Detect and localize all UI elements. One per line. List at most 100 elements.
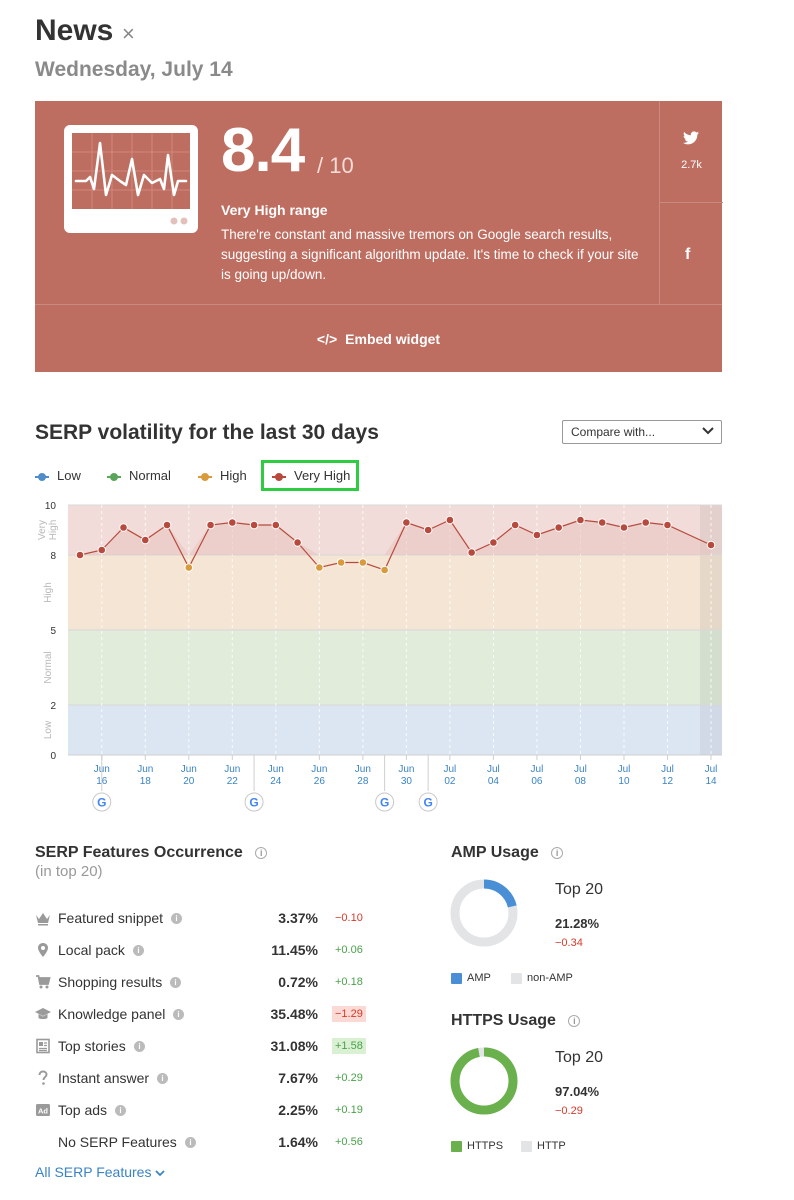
- ad-badge-icon: Ad: [35, 1102, 51, 1118]
- google-update-icon[interactable]: G: [244, 792, 264, 812]
- info-icon[interactable]: i: [134, 1041, 145, 1052]
- data-point[interactable]: [271, 520, 281, 530]
- data-point[interactable]: [293, 538, 302, 547]
- legend-normal[interactable]: Normal: [107, 466, 171, 486]
- legend-dot-high: [198, 472, 212, 481]
- data-point[interactable]: [467, 548, 476, 557]
- data-point[interactable]: [206, 520, 215, 530]
- info-icon[interactable]: i: [173, 1009, 184, 1020]
- compare-with-select[interactable]: Compare with...: [562, 420, 722, 444]
- google-update-icon[interactable]: G: [418, 792, 438, 812]
- x-tick-label-day: 18: [140, 776, 152, 787]
- twitter-share-button[interactable]: 2.7k: [660, 101, 723, 203]
- legend-low[interactable]: Low: [35, 466, 81, 486]
- y-tick-label: 8: [50, 551, 56, 562]
- data-point[interactable]: [576, 515, 585, 525]
- legend-dot-low: [35, 472, 49, 481]
- info-icon[interactable]: i: [115, 1105, 126, 1116]
- svg-text:G: G: [380, 796, 389, 810]
- info-icon[interactable]: i: [157, 1073, 168, 1084]
- feature-delta: +0.18: [335, 976, 363, 988]
- google-update-icon[interactable]: G: [92, 792, 112, 812]
- data-point[interactable]: [663, 520, 672, 530]
- data-point[interactable]: [489, 538, 498, 547]
- data-point[interactable]: [97, 545, 107, 555]
- x-tick-label-day: 22: [227, 776, 239, 787]
- feature-delta: −0.10: [335, 912, 363, 924]
- data-point[interactable]: [75, 550, 85, 560]
- very-high-area: [80, 520, 711, 555]
- info-icon[interactable]: i: [568, 1014, 581, 1027]
- data-point[interactable]: [554, 523, 563, 532]
- feature-delta: +0.29: [335, 1072, 363, 1084]
- x-tick-label-month: Jul: [487, 764, 500, 775]
- feature-delta: +0.56: [335, 1136, 363, 1148]
- band-label: VeryHigh: [37, 520, 59, 541]
- graduation-cap-icon: [35, 1006, 51, 1022]
- data-point[interactable]: [315, 563, 324, 572]
- data-point[interactable]: [423, 525, 433, 535]
- https-donut-chart: [450, 1047, 518, 1115]
- data-point[interactable]: [228, 518, 237, 527]
- info-icon[interactable]: i: [255, 846, 268, 859]
- legend-high[interactable]: High: [198, 466, 247, 486]
- info-icon[interactable]: i: [171, 913, 182, 924]
- legend-label-non-amp: non-AMP: [527, 972, 573, 984]
- data-point[interactable]: [619, 523, 629, 532]
- legend-amp: AMP: [451, 972, 491, 984]
- feature-row: Top stories i 31.08% +1.58: [35, 1036, 375, 1056]
- monitor-icon: [64, 125, 198, 233]
- legend-very-high[interactable]: Very High: [261, 460, 360, 491]
- volatility-score-max: / 10: [317, 153, 354, 178]
- range-description: There're constant and massive tremors on…: [221, 227, 639, 282]
- feature-value: 0.72%: [278, 974, 318, 990]
- data-point[interactable]: [184, 563, 194, 572]
- x-tick-label-day: 06: [531, 776, 543, 787]
- x-tick-label-month: Jul: [661, 764, 674, 775]
- embed-widget-label: Embed widget: [345, 331, 441, 347]
- x-tick-label-day: 10: [618, 776, 630, 787]
- data-point[interactable]: [336, 558, 346, 567]
- data-point[interactable]: [249, 520, 259, 530]
- legend-label-very-high: Very High: [294, 468, 351, 483]
- data-point[interactable]: [358, 558, 368, 567]
- legend-label-low: Low: [57, 468, 81, 483]
- data-point[interactable]: [532, 530, 542, 540]
- facebook-share-button[interactable]: f: [660, 203, 723, 304]
- data-point[interactable]: [706, 540, 716, 550]
- data-point[interactable]: [641, 518, 651, 527]
- info-icon[interactable]: i: [185, 1137, 196, 1148]
- data-point[interactable]: [510, 520, 520, 530]
- x-tick-label-month: Jun: [137, 764, 153, 775]
- feature-name: Featured snippet: [58, 910, 164, 926]
- google-update-icon[interactable]: G: [375, 792, 395, 812]
- data-point[interactable]: [162, 520, 172, 530]
- x-tick-label-day: 08: [575, 776, 587, 787]
- embed-widget-button[interactable]: </> Embed widget: [35, 304, 722, 372]
- https-usage-title: HTTPS Usage i: [451, 1012, 581, 1030]
- data-point[interactable]: [402, 518, 411, 527]
- x-tick-label-day: 12: [662, 776, 674, 787]
- chevron-down-icon: [155, 1170, 165, 1177]
- y-tick-label: 10: [45, 501, 57, 512]
- x-tick-label-day: 24: [270, 776, 282, 787]
- info-icon[interactable]: i: [170, 977, 181, 988]
- all-serp-features-link[interactable]: All SERP Features: [35, 1164, 165, 1180]
- map-pin-icon: [35, 942, 51, 958]
- legend-label-amp: AMP: [467, 972, 491, 984]
- info-icon[interactable]: i: [133, 945, 144, 956]
- feature-delta: +0.19: [335, 1104, 363, 1116]
- data-point[interactable]: [380, 565, 389, 575]
- amp-donut-chart: [450, 879, 518, 947]
- amp-usage-title: AMP Usage i: [451, 844, 564, 862]
- facebook-icon: f: [685, 246, 691, 263]
- data-point[interactable]: [597, 518, 607, 527]
- band-label: Normal: [43, 651, 54, 683]
- data-point[interactable]: [445, 515, 455, 525]
- close-icon[interactable]: ×: [122, 21, 135, 46]
- features-subtitle: (in top 20): [35, 863, 103, 880]
- page-date: Wednesday, July 14: [35, 58, 233, 81]
- data-point[interactable]: [119, 523, 128, 532]
- info-icon[interactable]: i: [551, 846, 564, 859]
- data-point[interactable]: [140, 535, 150, 545]
